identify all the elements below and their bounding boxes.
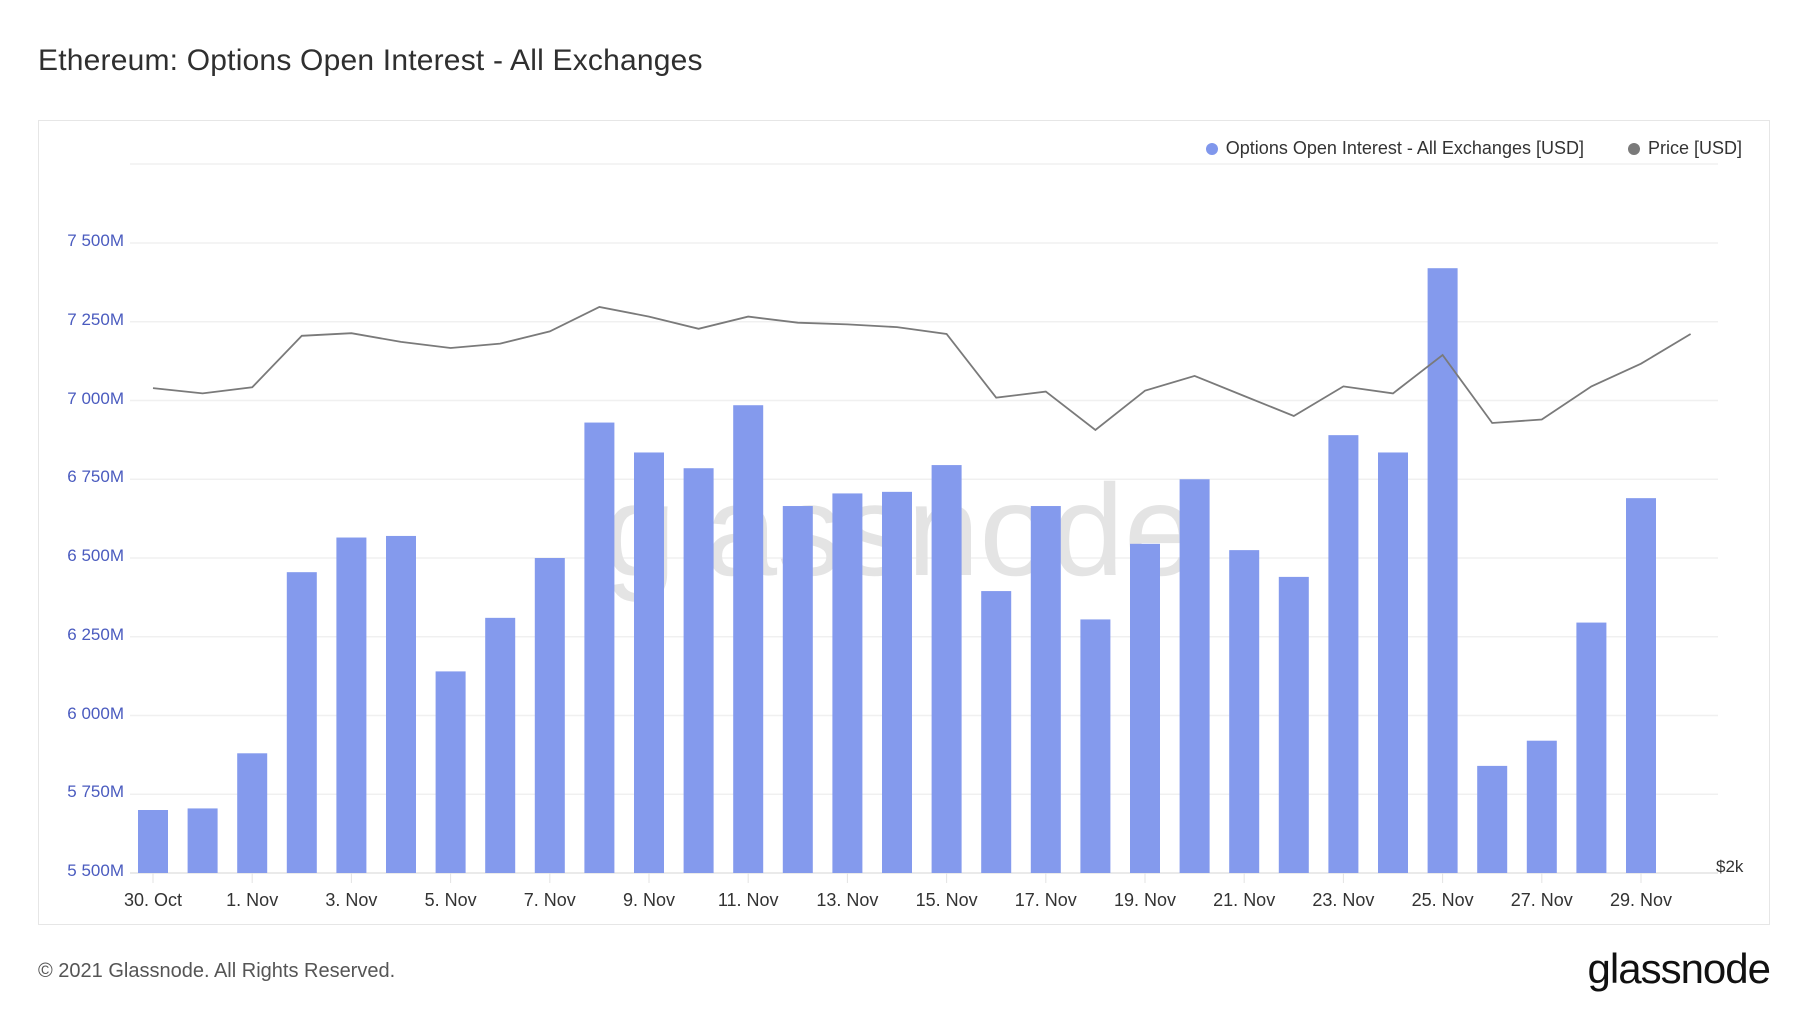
y-tick-label: 5 500M	[67, 861, 124, 880]
x-tick-label: 21. Nov	[1213, 890, 1276, 910]
bar-26-nov[interactable]	[1477, 765, 1508, 873]
legend-label: Price [USD]	[1647, 138, 1742, 158]
y-tick-label: 6 750M	[67, 467, 124, 487]
x-tick-label: 17. Nov	[1014, 890, 1077, 910]
bar-28-nov[interactable]	[1576, 622, 1607, 873]
x-tick-label: 27. Nov	[1510, 890, 1573, 910]
legend-dot-icon	[1627, 142, 1640, 155]
x-tick-label: 29. Nov	[1609, 890, 1673, 910]
bar-24-nov[interactable]	[1378, 452, 1408, 873]
bar-4-nov[interactable]	[386, 535, 416, 873]
y-tick-label: 6 250M	[67, 624, 124, 644]
bar-1-nov[interactable]	[237, 753, 268, 873]
bar-19-nov[interactable]	[1130, 543, 1160, 873]
bar-13-nov[interactable]	[832, 493, 863, 873]
x-tick-label: 1. Nov	[226, 890, 279, 910]
bar-30-oct[interactable]	[138, 810, 168, 873]
page-title: Ethereum: Options Open Interest - All Ex…	[38, 44, 703, 77]
bar-14-nov[interactable]	[882, 491, 912, 873]
copyright-notice: © 2021 Glassnode. All Rights Reserved.	[38, 960, 396, 982]
x-tick-label: 23. Nov	[1312, 890, 1375, 910]
bar-7-nov[interactable]	[534, 558, 565, 873]
x-tick-label: 30. Oct	[123, 890, 183, 910]
bar-22-nov[interactable]	[1278, 576, 1309, 873]
x-tick-label: 25. Nov	[1411, 890, 1474, 910]
x-tick-label: 3. Nov	[325, 890, 378, 910]
y-tick-label: 7 000M	[67, 388, 124, 408]
bar-17-nov[interactable]	[1030, 506, 1061, 873]
y-tick-label: 6 000M	[67, 703, 124, 723]
bar-23-nov[interactable]	[1328, 435, 1359, 873]
bar-15-nov[interactable]	[931, 465, 962, 873]
chart-frame	[38, 120, 1770, 925]
y-tick-label: 7 500M	[67, 231, 124, 250]
x-tick-label: 7. Nov	[523, 890, 576, 910]
x-tick-label: 19. Nov	[1113, 890, 1177, 910]
bar-18-nov[interactable]	[1080, 619, 1111, 873]
chart-legend: Options Open Interest - All Exchanges [U…	[1205, 138, 1742, 159]
legend-item-open-interest[interactable]: Options Open Interest - All Exchanges [U…	[1205, 138, 1584, 159]
bar-29-nov[interactable]	[1626, 498, 1656, 873]
legend-dot-icon	[1205, 142, 1218, 155]
bar-9-nov[interactable]	[634, 452, 664, 873]
x-tick-label: 5. Nov	[424, 890, 477, 910]
bar-6-nov[interactable]	[485, 617, 516, 873]
legend-item-price[interactable]: Price [USD]	[1627, 138, 1742, 159]
bar-10-nov[interactable]	[683, 468, 714, 873]
bar-27-nov[interactable]	[1526, 740, 1557, 873]
bar-25-nov[interactable]	[1427, 268, 1458, 873]
bar-31-oct[interactable]	[187, 808, 218, 873]
price-line[interactable]	[152, 306, 1692, 432]
bar-3-nov[interactable]	[336, 537, 367, 873]
y-tick-label: 5 750M	[67, 782, 124, 802]
x-tick-label: 15. Nov	[915, 890, 978, 910]
x-tick-label: 13. Nov	[816, 890, 879, 910]
bar-12-nov[interactable]	[782, 506, 813, 873]
bar-20-nov[interactable]	[1179, 479, 1210, 873]
bar-11-nov[interactable]	[733, 405, 764, 873]
bar-8-nov[interactable]	[584, 422, 615, 873]
legend-label: Options Open Interest - All Exchanges [U…	[1225, 138, 1584, 158]
bar-2-nov[interactable]	[286, 572, 317, 873]
bar-21-nov[interactable]	[1229, 550, 1260, 873]
bar-16-nov[interactable]	[981, 591, 1012, 873]
y-tick-label: 7 250M	[67, 309, 124, 329]
y-tick-label: 6 500M	[67, 546, 124, 565]
x-tick-label: 9. Nov	[622, 890, 676, 910]
x-tick-label: 11. Nov	[717, 890, 779, 910]
glassnode-logo: glassnode	[1587, 945, 1771, 992]
right-axis-label: $2k	[1716, 857, 1744, 876]
bar-5-nov[interactable]	[435, 671, 466, 873]
